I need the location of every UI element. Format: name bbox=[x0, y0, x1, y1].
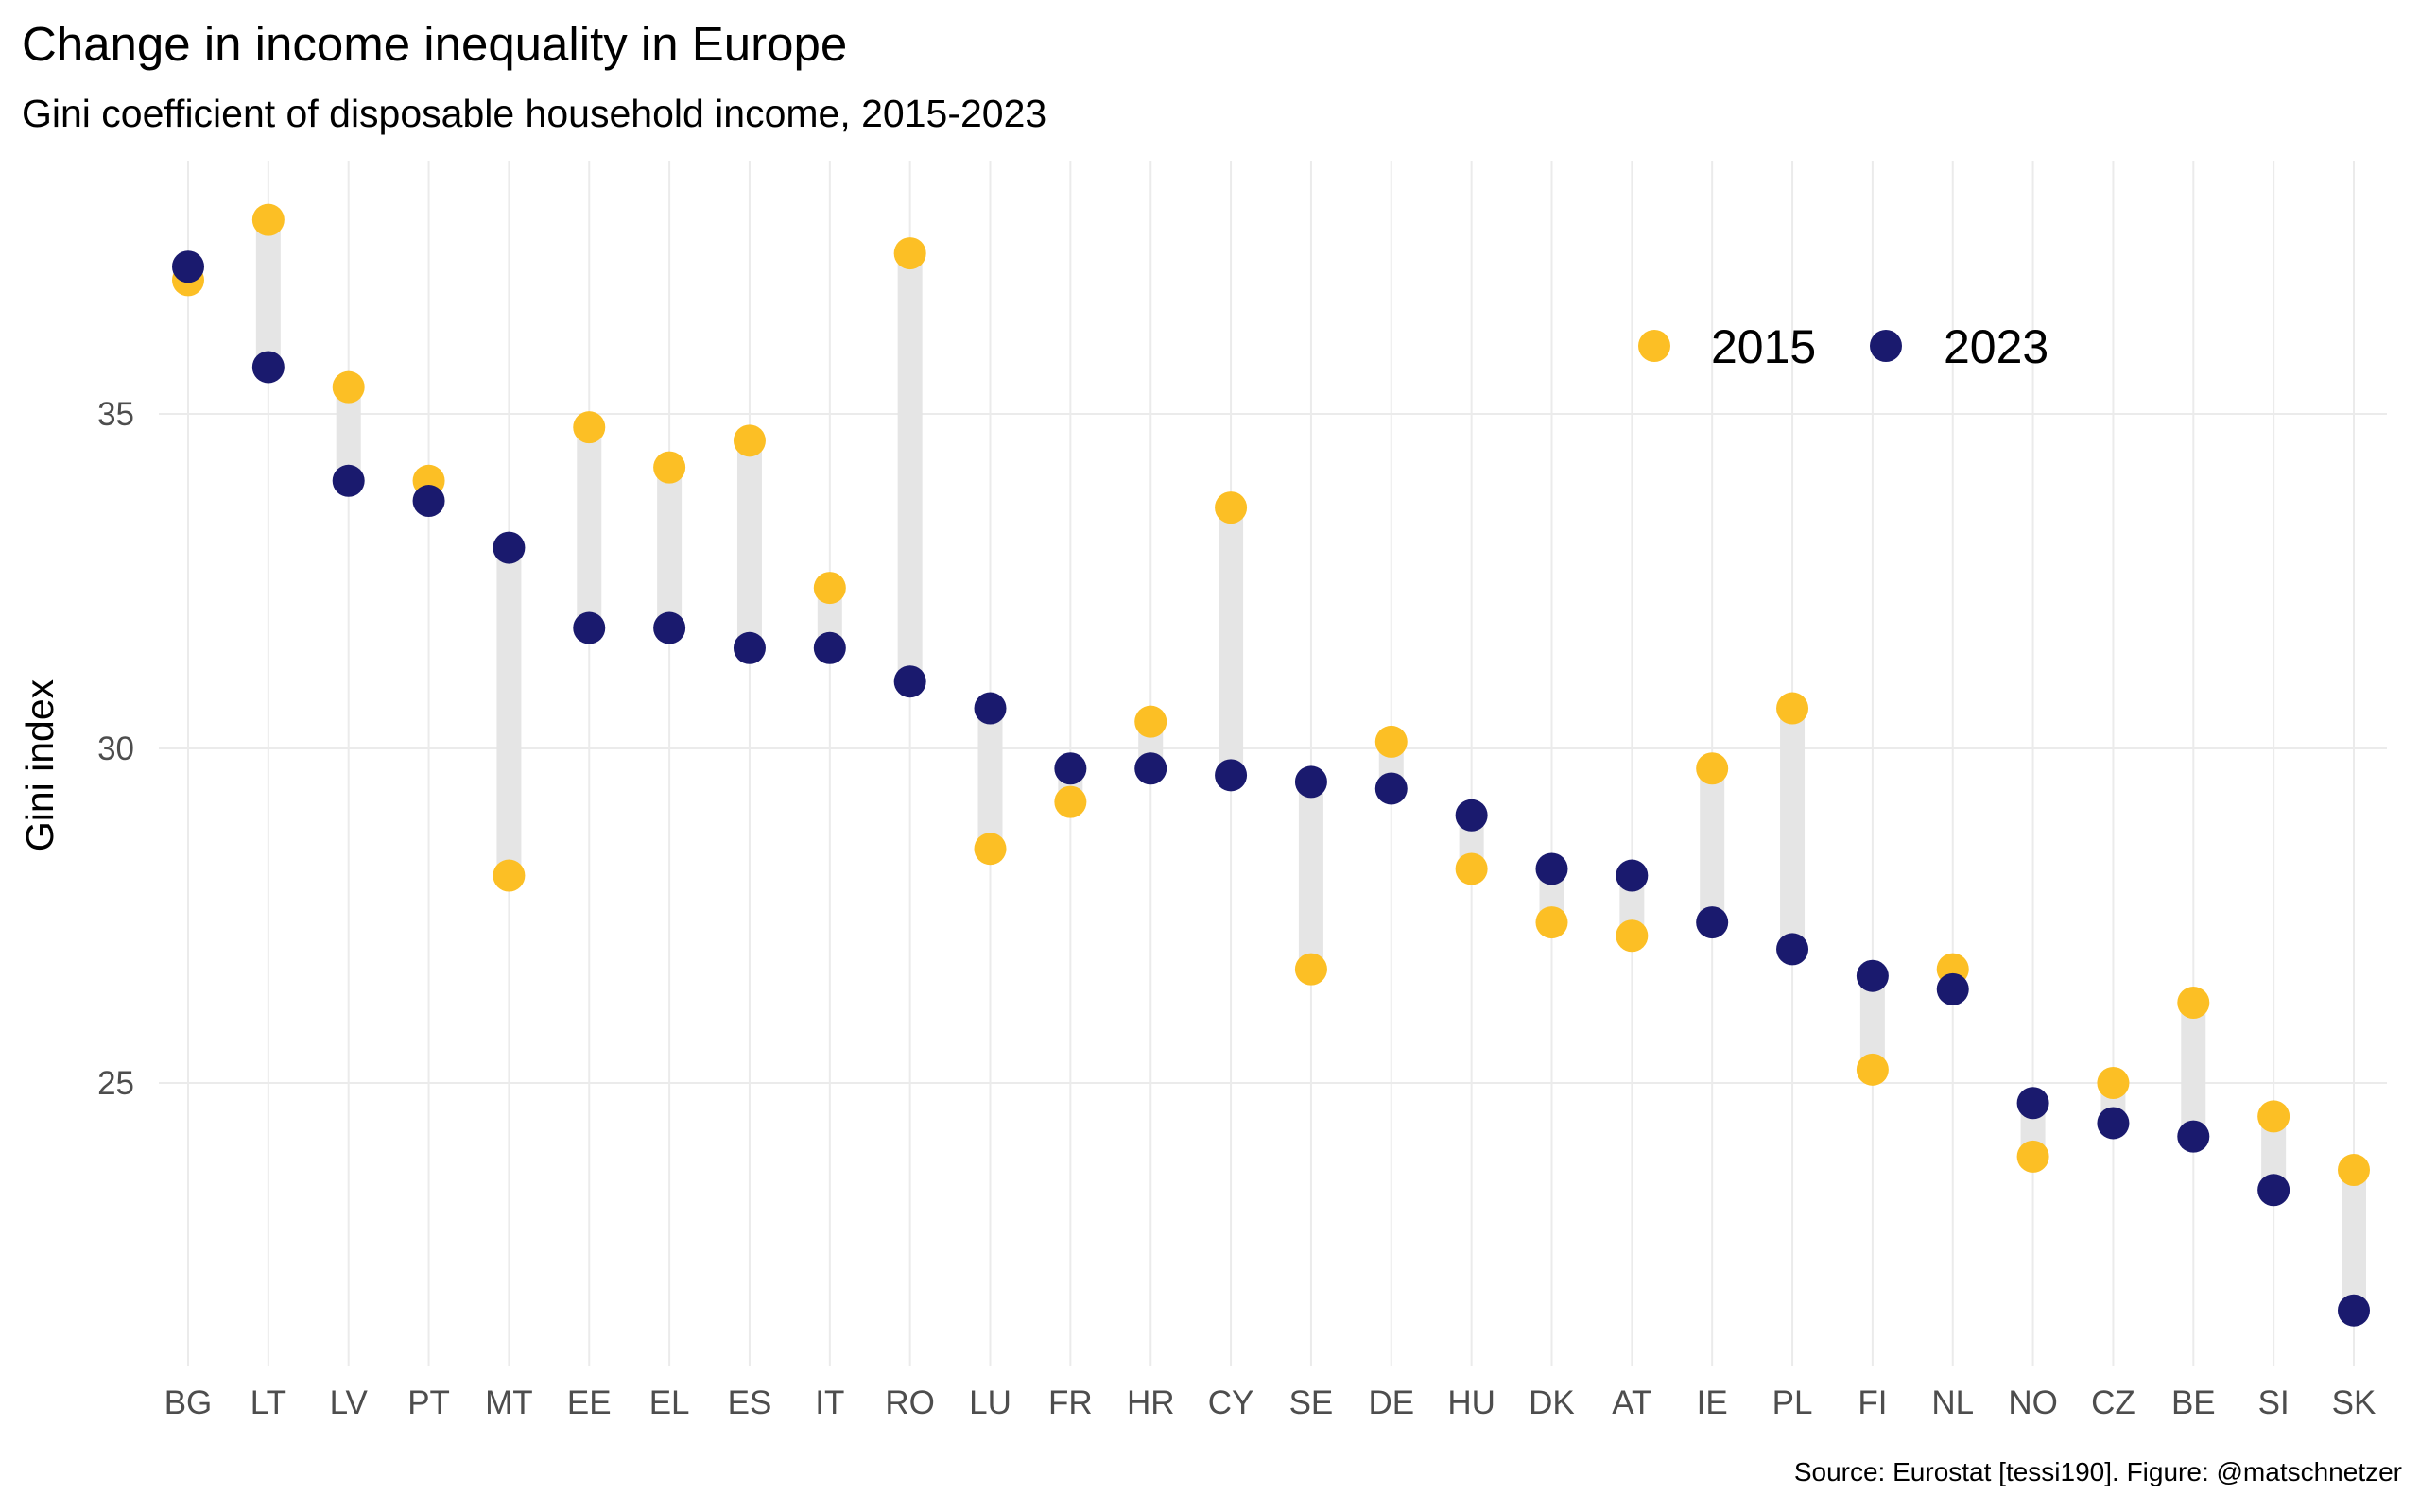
legend-label-2015: 2015 bbox=[1711, 320, 1816, 373]
point-2015-cy bbox=[1215, 491, 1248, 524]
y-tick-label: 30 bbox=[97, 730, 134, 767]
y-axis-ticks: 25 30 35 bbox=[97, 396, 134, 1102]
x-tick-label: LT bbox=[251, 1384, 286, 1421]
point-2023-si bbox=[2257, 1174, 2290, 1207]
point-2023-it bbox=[813, 631, 846, 664]
point-2023-hr bbox=[1134, 752, 1167, 785]
point-2023-dk bbox=[1535, 852, 1568, 885]
point-2015-ro bbox=[893, 237, 926, 270]
x-tick-label: IT bbox=[815, 1384, 844, 1421]
point-2023-be bbox=[2177, 1120, 2210, 1153]
y-tick-label: 35 bbox=[97, 396, 134, 433]
x-tick-label: NL bbox=[1931, 1384, 1974, 1421]
chart-subtitle: Gini coefficient of disposable household… bbox=[22, 92, 1047, 135]
point-2023-fr bbox=[1054, 752, 1087, 785]
point-2015-at bbox=[1616, 919, 1649, 953]
point-2023-ro bbox=[893, 665, 926, 698]
legend-marker-2023 bbox=[1870, 330, 1902, 362]
point-2015-mt bbox=[493, 859, 526, 892]
point-2023-at bbox=[1616, 859, 1649, 892]
point-2023-de bbox=[1374, 772, 1408, 805]
chart-title: Change in income inequality in Europe bbox=[22, 17, 848, 71]
point-layer bbox=[172, 203, 2370, 1327]
point-2015-be bbox=[2177, 987, 2210, 1020]
point-2015-lv bbox=[332, 370, 365, 404]
legend: 2015 2023 bbox=[1638, 320, 2048, 373]
point-2015-se bbox=[1294, 953, 1327, 986]
x-tick-label: LV bbox=[330, 1384, 369, 1421]
point-2015-no bbox=[2016, 1140, 2049, 1173]
point-2015-si bbox=[2257, 1100, 2290, 1133]
x-axis-ticks: BG LT LV PT MT EE EL ES IT RO LU FR HR CY SE DE HU DK AT IE… bbox=[164, 1384, 2377, 1421]
x-tick-label: DK bbox=[1529, 1384, 1575, 1421]
point-2015-lt bbox=[251, 203, 285, 236]
x-tick-label: PT bbox=[407, 1384, 450, 1421]
point-2023-fi bbox=[1856, 959, 1889, 992]
x-tick-label: LU bbox=[969, 1384, 1011, 1421]
point-2015-cz bbox=[2097, 1067, 2130, 1099]
point-2015-it bbox=[813, 572, 846, 605]
point-2023-no bbox=[2016, 1087, 2049, 1120]
point-2015-ie bbox=[1696, 752, 1729, 785]
point-2023-cz bbox=[2097, 1107, 2130, 1140]
point-2023-se bbox=[1294, 765, 1327, 799]
x-tick-label: HU bbox=[1447, 1384, 1495, 1421]
x-tick-label: CZ bbox=[2091, 1384, 2135, 1421]
point-2015-fr bbox=[1054, 785, 1087, 818]
grid-layer bbox=[159, 161, 2387, 1366]
x-tick-label: DE bbox=[1368, 1384, 1414, 1421]
point-2023-es bbox=[733, 631, 766, 664]
x-tick-label: RO bbox=[885, 1384, 935, 1421]
x-tick-label: CY bbox=[1208, 1384, 1254, 1421]
point-2015-hu bbox=[1455, 852, 1488, 885]
point-2015-es bbox=[733, 424, 766, 457]
point-2023-mt bbox=[493, 531, 526, 564]
x-tick-label: BE bbox=[2171, 1384, 2216, 1421]
point-2015-dk bbox=[1535, 906, 1568, 939]
point-2023-lu bbox=[974, 692, 1007, 725]
point-2015-lu bbox=[974, 833, 1007, 866]
x-tick-label: MT bbox=[485, 1384, 533, 1421]
x-tick-label: PL bbox=[1772, 1384, 1813, 1421]
point-2023-pt bbox=[412, 485, 445, 518]
point-2015-el bbox=[653, 451, 686, 484]
point-2023-hu bbox=[1455, 799, 1488, 832]
legend-label-2023: 2023 bbox=[1944, 320, 2048, 373]
x-tick-label: NO bbox=[2008, 1384, 2058, 1421]
point-2015-hr bbox=[1134, 705, 1167, 738]
point-2015-pl bbox=[1776, 692, 1809, 725]
x-tick-label: AT bbox=[1612, 1384, 1651, 1421]
chart-caption: Source: Eurostat [tessi190]. Figure: @ma… bbox=[1793, 1457, 2402, 1486]
point-2015-de bbox=[1374, 725, 1408, 758]
point-2023-el bbox=[653, 611, 686, 644]
point-2023-nl bbox=[1936, 972, 1969, 1005]
x-tick-label: IE bbox=[1697, 1384, 1728, 1421]
point-2023-ie bbox=[1696, 906, 1729, 939]
x-tick-label: SK bbox=[2332, 1384, 2377, 1421]
x-tick-label: FI bbox=[1858, 1384, 1887, 1421]
point-2023-pl bbox=[1776, 933, 1809, 966]
point-2023-cy bbox=[1215, 759, 1248, 792]
point-2015-ee bbox=[573, 411, 606, 444]
x-tick-label: ES bbox=[728, 1384, 772, 1421]
point-2023-bg bbox=[172, 250, 204, 284]
point-2023-sk bbox=[2338, 1294, 2370, 1327]
x-tick-label: FR bbox=[1048, 1384, 1093, 1421]
point-2015-sk bbox=[2338, 1154, 2370, 1187]
y-tick-label: 25 bbox=[97, 1065, 134, 1102]
x-tick-label: SI bbox=[2258, 1384, 2290, 1421]
x-tick-label: EL bbox=[649, 1384, 690, 1421]
x-tick-label: HR bbox=[1127, 1384, 1175, 1421]
point-2015-fi bbox=[1856, 1053, 1889, 1086]
point-2023-lv bbox=[332, 464, 365, 497]
x-tick-label: SE bbox=[1289, 1384, 1334, 1421]
legend-marker-2015 bbox=[1638, 330, 1670, 362]
x-tick-label: EE bbox=[567, 1384, 612, 1421]
point-2023-lt bbox=[251, 351, 285, 384]
point-2023-ee bbox=[573, 611, 606, 644]
y-axis-title: Gini index bbox=[18, 679, 61, 851]
x-tick-label: BG bbox=[164, 1384, 213, 1421]
